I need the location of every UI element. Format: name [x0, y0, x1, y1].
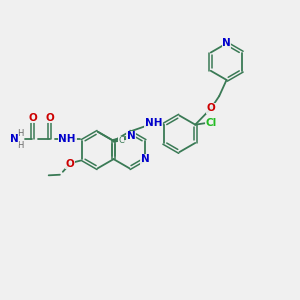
Text: O: O — [45, 113, 54, 123]
Text: N: N — [141, 154, 150, 164]
Text: H: H — [17, 141, 23, 150]
Text: O: O — [28, 113, 37, 123]
Text: N: N — [10, 134, 19, 144]
Text: Cl: Cl — [206, 118, 217, 128]
Text: C: C — [118, 136, 124, 145]
Text: NH: NH — [145, 118, 162, 128]
Text: O: O — [66, 158, 75, 169]
Text: N: N — [127, 131, 136, 142]
Text: NH: NH — [58, 134, 76, 144]
Text: H: H — [17, 129, 23, 138]
Text: O: O — [207, 103, 215, 113]
Text: N: N — [222, 38, 231, 48]
